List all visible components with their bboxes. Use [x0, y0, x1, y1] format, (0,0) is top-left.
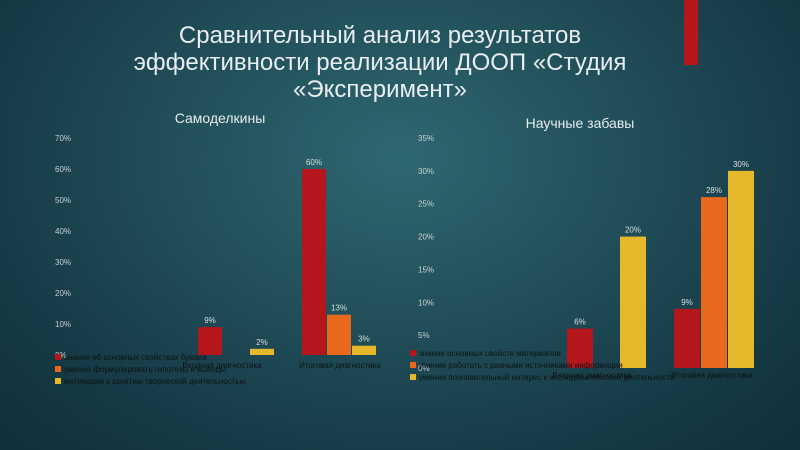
samodelkiny-ytick-label: 50% — [55, 196, 71, 205]
page-title: Сравнительный анализ результатов эффекти… — [80, 22, 680, 103]
samodelkiny-ytick-label: 20% — [55, 289, 71, 298]
samodelkiny-data-label: 2% — [256, 338, 268, 347]
nauchnye-category-label: Итоговая диагностика — [671, 371, 753, 380]
nauchnye-legend-swatch — [410, 374, 416, 380]
samodelkiny-legend-label: мотивация к занятию творческой деятельно… — [64, 377, 246, 386]
nauchnye-legend-label: умение работать с разными источниками ин… — [419, 361, 623, 370]
samodelkiny-category-label: Итоговая диагностика — [299, 361, 381, 370]
samodelkiny-bar — [302, 169, 326, 355]
nauchnye-legend-swatch — [410, 362, 416, 368]
nauchnye-legend-label: знание основных свойств материалов — [419, 349, 561, 358]
nauchnye-ytick-label: 20% — [418, 233, 434, 242]
title-line-3: «Эксперимент» — [293, 76, 467, 103]
samodelkiny-data-label: 13% — [331, 304, 347, 313]
samodelkiny-legend-label: знание об основных свойствах бумаги — [64, 353, 207, 362]
samodelkiny-data-label: 3% — [358, 335, 370, 344]
samodelkiny-data-label: 9% — [204, 316, 216, 325]
nauchnye-ytick-label: 25% — [418, 200, 434, 209]
nauchnye-data-label: 20% — [625, 226, 641, 235]
decorative-red-bar — [684, 0, 698, 65]
nauchnye-data-label: 30% — [733, 160, 749, 169]
samodelkiny-bar — [352, 345, 376, 355]
nauchnye-category-label: Входная диагностика — [552, 371, 632, 380]
nauchnye-ytick-label: 10% — [418, 298, 434, 307]
nauchnye-bar — [674, 308, 700, 368]
samodelkiny-legend-swatch — [55, 378, 61, 384]
samodelkiny-ytick-label: 70% — [55, 134, 71, 143]
nauchnye-ytick-label: 15% — [418, 265, 434, 274]
samodelkiny-data-label: 60% — [306, 158, 322, 167]
title-line-2: эффективности реализации ДООП «Студия — [133, 49, 627, 76]
nauchnye-bar — [701, 197, 727, 368]
nauchnye-legend-swatch — [410, 350, 416, 356]
nauchnye-bar — [728, 170, 754, 368]
nauchnye-ytick-label: 5% — [418, 331, 430, 340]
samodelkiny-ytick-label: 10% — [55, 320, 71, 329]
samodelkiny-bar — [198, 327, 222, 355]
nauchnye-ytick-label: 35% — [418, 134, 434, 143]
nauchnye-data-label: 28% — [706, 186, 722, 195]
title-line-1: Сравнительный анализ результатов — [178, 22, 582, 49]
nauchnye-ytick-label: 30% — [418, 167, 434, 176]
samodelkiny-bar — [327, 314, 351, 355]
samodelkiny-legend-swatch — [55, 354, 61, 360]
samodelkiny-ytick-label: 60% — [55, 165, 71, 174]
nauchnye-bar — [567, 328, 593, 368]
nauchnye-legend-label: умение познавательный интерес к исследов… — [419, 373, 675, 382]
samodelkiny-legend-label: умение формулировать гипотезы и выводы — [64, 365, 226, 374]
nauchnye-ytick-label: 0% — [418, 364, 430, 373]
samodelkiny-legend-swatch — [55, 366, 61, 372]
nauchnye-data-label: 9% — [681, 298, 693, 307]
chart-title-samodelkiny: Самоделкины — [174, 110, 266, 126]
chart-title-nauchnye-zabavy: Научные забавы — [525, 115, 635, 131]
samodelkiny-ytick-label: 40% — [55, 227, 71, 236]
samodelkiny-ytick-label: 30% — [55, 258, 71, 267]
samodelkiny-bar — [250, 348, 274, 355]
samodelkiny-category-label: Входная диагностика — [182, 361, 262, 370]
nauchnye-data-label: 6% — [574, 318, 586, 327]
nauchnye-bar — [620, 236, 646, 368]
